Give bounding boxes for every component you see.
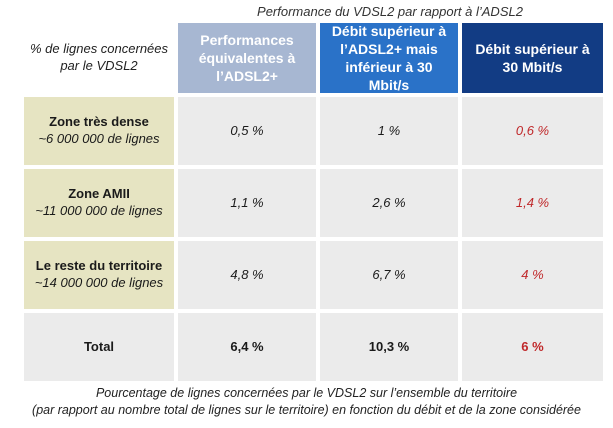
- header-col1-line1: Performances: [200, 31, 294, 48]
- header-col2-line2: l’ADSL2+ mais: [340, 40, 438, 57]
- header-col1-line3: l’ADSL2+: [216, 68, 278, 85]
- header-higher-below-30: Débit supérieur à l’ADSL2+ mais inférieu…: [320, 23, 458, 93]
- table-caption: Pourcentage de lignes concernées par le …: [0, 385, 613, 418]
- header-equivalent-performance: Performances équivalentes à l’ADSL2+: [178, 23, 316, 93]
- value-cell-highlight: 0,6 %: [462, 97, 603, 165]
- value-cell-highlight: 4 %: [462, 241, 603, 309]
- corner-line-1: % de lignes concernées: [29, 41, 169, 57]
- total-value-highlight: 6 %: [462, 313, 603, 381]
- header-above-30: Débit supérieur à 30 Mbit/s: [462, 23, 603, 93]
- row-label-zone-tres-dense: Zone très dense ~6 000 000 de lignes: [24, 97, 174, 165]
- value-cell: 4,8 %: [178, 241, 316, 309]
- row-label-reste-territoire: Le reste du territoire ~14 000 000 de li…: [24, 241, 174, 309]
- zone-name: Zone très dense: [49, 114, 149, 130]
- value-cell: 1,1 %: [178, 169, 316, 237]
- value-cell: 0,5 %: [178, 97, 316, 165]
- header-col2-line3: inférieur à 30 Mbit/s: [345, 59, 433, 94]
- zone-lines: ~6 000 000 de lignes: [38, 131, 160, 146]
- value-cell-highlight: 1,4 %: [462, 169, 603, 237]
- caption-line-2: (par rapport au nombre total de lignes s…: [32, 402, 581, 417]
- table-super-title: Performance du VDSL2 par rapport à l’ADS…: [257, 4, 523, 19]
- header-col3-line1: Débit supérieur à: [475, 40, 590, 57]
- total-label: Total: [24, 313, 174, 381]
- value-cell: 1 %: [320, 97, 458, 165]
- total-value: 10,3 %: [320, 313, 458, 381]
- row-label-zone-amii: Zone AMII ~11 000 000 de lignes: [24, 169, 174, 237]
- header-col3-line2: 30 Mbit/s: [502, 59, 563, 75]
- total-value: 6,4 %: [178, 313, 316, 381]
- header-col2-line1: Débit supérieur à: [331, 22, 447, 39]
- value-cell: 2,6 %: [320, 169, 458, 237]
- vdsl2-table: % de lignes concernées par le VDSL2 Perf…: [24, 23, 605, 381]
- header-corner: % de lignes concernées par le VDSL2: [24, 23, 174, 93]
- caption-line-1: Pourcentage de lignes concernées par le …: [95, 386, 518, 400]
- zone-name: Zone AMII: [68, 186, 130, 202]
- header-col1-line2: équivalentes à: [198, 49, 296, 66]
- zone-name: Le reste du territoire: [35, 258, 163, 274]
- value-cell: 6,7 %: [320, 241, 458, 309]
- zone-lines: ~14 000 000 de lignes: [34, 275, 164, 290]
- zone-lines: ~11 000 000 de lignes: [35, 203, 163, 218]
- corner-line-2: par le VDSL2: [60, 58, 138, 73]
